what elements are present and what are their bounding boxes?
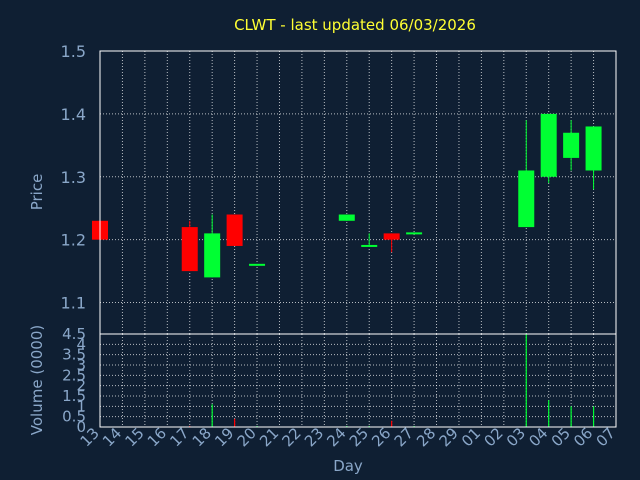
volume-grid bbox=[99, 333, 617, 428]
price-tick-label: 1.2 bbox=[61, 231, 86, 250]
candle-body bbox=[181, 227, 198, 272]
candle-body bbox=[249, 263, 266, 266]
volume-tick-label: 0.5 bbox=[62, 408, 86, 426]
candle-body bbox=[540, 113, 557, 177]
volume-tick-label: 2 bbox=[76, 377, 86, 395]
volume-tick-label: 3 bbox=[76, 356, 86, 374]
chart-title: CLWT - last updated 06/03/2026 bbox=[234, 16, 476, 34]
price-tick-label: 1.5 bbox=[61, 42, 86, 61]
price-axis-label: Price bbox=[28, 174, 46, 211]
volume-tick-label: 4.5 bbox=[62, 325, 86, 343]
candle-body bbox=[563, 132, 580, 158]
volume-y-ticks: 00.511.522.533.544.5 bbox=[62, 325, 86, 436]
price-grid bbox=[99, 50, 617, 334]
price-tick-label: 1.1 bbox=[61, 294, 86, 313]
volume-axis-label: Volume (0000) bbox=[28, 325, 46, 435]
candle-body bbox=[383, 233, 400, 240]
price-panel-frame bbox=[99, 50, 617, 335]
volume-tick-label: 1 bbox=[76, 397, 86, 415]
x-ticks: 1314151617181920212223242526272829010203… bbox=[77, 424, 619, 450]
volume-tick-label: 1.5 bbox=[62, 387, 86, 405]
price-tick-label: 1.4 bbox=[61, 105, 86, 124]
candle-body bbox=[518, 170, 535, 228]
volume-tick-label: 3.5 bbox=[62, 346, 86, 364]
candle-body bbox=[226, 214, 243, 246]
volume-tick-label: 2.5 bbox=[62, 366, 86, 384]
price-tick-label: 1.3 bbox=[61, 168, 86, 187]
candle-body bbox=[361, 244, 378, 247]
candle-body bbox=[204, 233, 221, 278]
x-axis-label: Day bbox=[333, 457, 363, 475]
volume-tick-label: 4 bbox=[76, 335, 86, 353]
volume-tick-label: 0 bbox=[76, 418, 86, 436]
candle-body bbox=[406, 232, 423, 235]
volume-bars bbox=[189, 334, 595, 427]
volume-panel-frame bbox=[99, 333, 617, 428]
price-y-ticks: 1.1 1.2 1.3 1.4 1.5 bbox=[61, 42, 86, 313]
candle-body bbox=[338, 214, 355, 221]
candle-body bbox=[585, 126, 602, 171]
x-tick-label: 07 bbox=[593, 424, 619, 450]
